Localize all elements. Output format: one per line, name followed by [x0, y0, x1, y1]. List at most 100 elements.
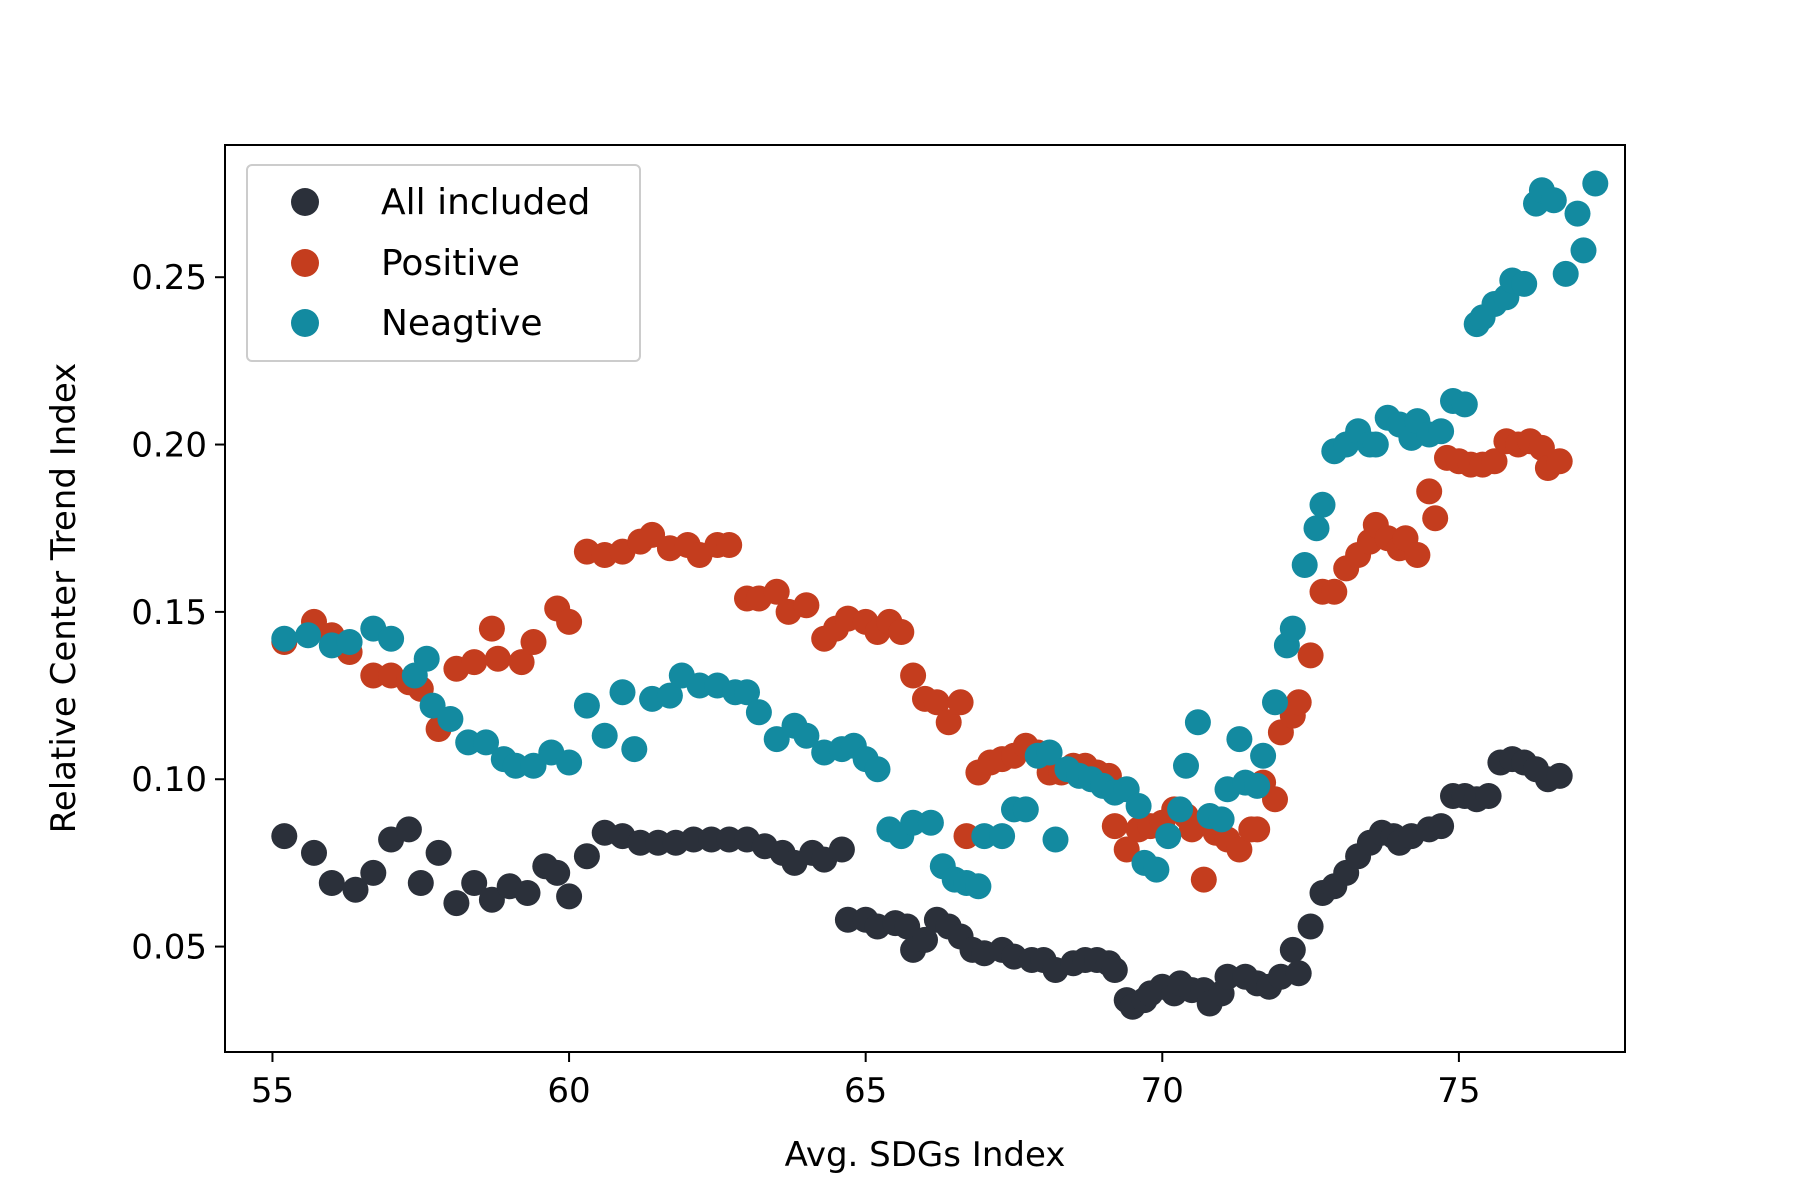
data-point-neagtive	[609, 679, 636, 706]
data-point-neagtive	[473, 729, 499, 756]
y-axis-ticks: 0.05 0.10 0.15 0.20 0.25	[131, 258, 225, 968]
x-tick-label: 70	[1141, 1071, 1184, 1111]
legend-box	[246, 164, 641, 362]
legend-label-neagtive: Neagtive	[381, 303, 543, 344]
data-point-neagtive	[621, 736, 648, 763]
data-point-all-included	[360, 859, 387, 886]
data-point-neagtive	[1291, 552, 1318, 578]
data-point-neagtive	[793, 722, 820, 749]
data-point-all-included	[680, 826, 707, 853]
data-point-neagtive	[1042, 826, 1069, 853]
data-point-all-included	[627, 829, 654, 856]
data-point-all-included	[1546, 762, 1573, 789]
data-point-all-included	[395, 816, 422, 843]
data-point-all-included	[301, 839, 327, 866]
x-tick-label: 55	[251, 1071, 294, 1111]
data-point-neagtive	[1012, 796, 1039, 823]
data-point-neagtive	[556, 749, 583, 776]
data-point-all-included	[1214, 963, 1241, 990]
x-tick-label: 60	[547, 1071, 590, 1111]
data-point-all-included	[1101, 957, 1128, 983]
x-axis-label: Avg. SDGs Index	[785, 1135, 1066, 1175]
data-point-neagtive	[502, 752, 529, 779]
data-point-neagtive	[295, 622, 322, 649]
data-point-neagtive	[900, 809, 927, 836]
data-point-positive	[484, 645, 511, 672]
y-axis-label: Relative Center Trend Index	[44, 363, 84, 834]
data-point-neagtive	[686, 672, 713, 699]
data-point-neagtive	[1036, 739, 1063, 766]
y-tick-label: 0.20	[131, 426, 207, 466]
legend-marker-all-included	[291, 188, 319, 216]
data-point-all-included	[698, 826, 725, 853]
data-point-all-included	[1297, 913, 1324, 940]
data-point-positive	[947, 689, 974, 716]
data-point-positive	[1226, 836, 1253, 863]
data-point-positive	[1113, 836, 1140, 863]
data-point-neagtive	[745, 699, 772, 726]
data-point-all-included	[828, 836, 855, 863]
data-point-all-included	[834, 906, 861, 933]
data-point-neagtive	[1570, 237, 1597, 264]
y-tick-label: 0.15	[131, 593, 207, 633]
data-point-neagtive	[336, 629, 363, 655]
data-point-neagtive	[573, 692, 600, 719]
data-point-positive	[478, 615, 505, 642]
data-point-neagtive	[989, 823, 1016, 850]
data-point-positive	[639, 521, 666, 548]
data-point-neagtive	[1309, 491, 1336, 518]
data-point-neagtive	[1208, 806, 1235, 833]
data-point-positive	[1285, 689, 1312, 716]
data-point-neagtive	[378, 625, 405, 652]
data-point-neagtive	[734, 679, 760, 706]
data-point-neagtive	[1451, 391, 1478, 418]
plot-frame	[224, 144, 1626, 1053]
data-point-neagtive	[656, 682, 683, 709]
data-point-all-included	[556, 883, 583, 910]
data-point-neagtive	[1564, 200, 1591, 227]
data-point-neagtive	[1511, 270, 1538, 297]
data-point-neagtive	[1362, 431, 1389, 458]
data-point-neagtive	[917, 809, 944, 836]
x-tick-label: 75	[1437, 1071, 1480, 1111]
data-point-neagtive	[1279, 615, 1306, 642]
data-point-all-included	[716, 826, 743, 853]
data-point-positive	[1416, 478, 1443, 505]
data-point-neagtive	[1303, 515, 1330, 542]
data-point-positive	[520, 629, 547, 655]
y-tick-label: 0.10	[131, 760, 207, 800]
data-point-neagtive	[413, 645, 440, 672]
data-point-all-included	[425, 839, 452, 866]
data-point-positive	[953, 823, 980, 850]
data-point-all-included	[894, 913, 921, 940]
data-point-neagtive	[1173, 752, 1199, 779]
data-point-positive	[1422, 505, 1449, 532]
data-point-neagtive	[1582, 170, 1609, 197]
legend-label-positive: Positive	[381, 243, 520, 284]
data-point-neagtive	[1143, 856, 1170, 883]
data-point-neagtive	[437, 706, 464, 732]
data-point-neagtive	[419, 692, 446, 719]
data-point-neagtive	[455, 729, 482, 756]
y-tick-label: 0.25	[131, 258, 207, 298]
data-point-all-included	[573, 843, 600, 870]
data-point-all-included	[544, 859, 571, 886]
data-point-neagtive	[1428, 418, 1455, 445]
data-point-neagtive	[520, 752, 547, 779]
data-point-positive	[1528, 434, 1555, 461]
data-point-all-included	[478, 886, 505, 913]
data-point-positive	[360, 662, 387, 689]
data-point-neagtive	[1540, 187, 1567, 214]
data-point-all-included	[1285, 960, 1312, 987]
data-point-positive	[556, 608, 583, 635]
data-point-all-included	[342, 876, 369, 903]
data-point-neagtive	[1262, 689, 1288, 716]
legend-label-all-included: All included	[381, 182, 590, 223]
data-point-positive	[1404, 542, 1431, 568]
data-point-positive	[1178, 816, 1205, 843]
data-point-positive	[1321, 578, 1348, 605]
data-point-neagtive	[1244, 772, 1271, 799]
points-layer	[271, 170, 1609, 1020]
